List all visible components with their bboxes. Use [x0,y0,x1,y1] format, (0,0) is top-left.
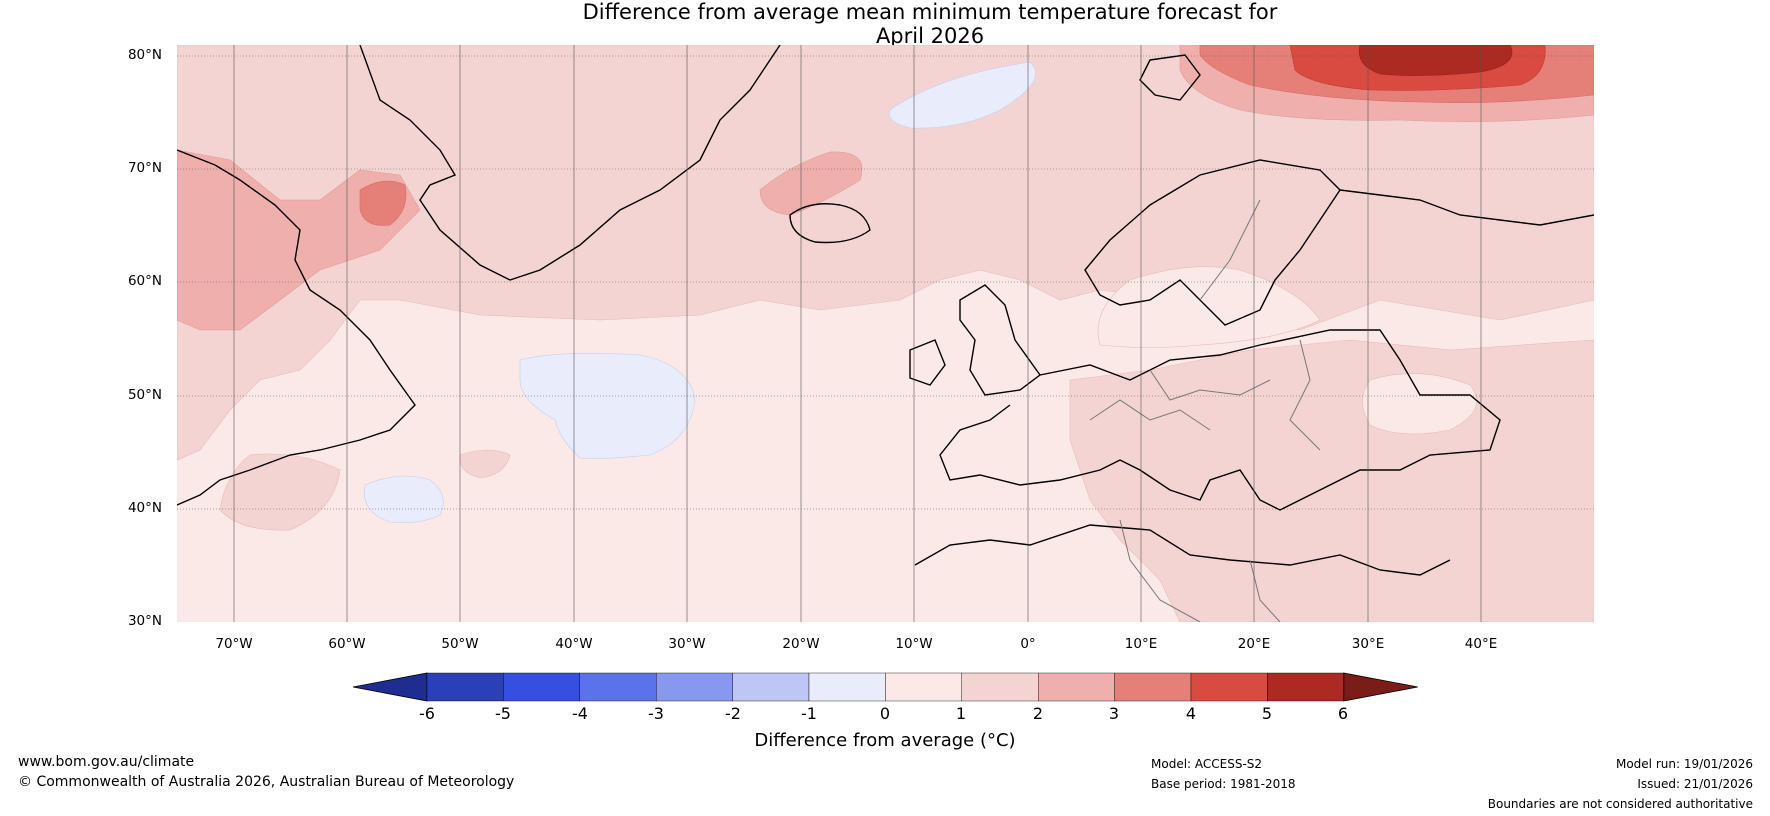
colorbar-tick: -5 [495,704,511,723]
lat-label-50n: 50°N [127,387,162,403]
colorbar-segment [732,672,810,702]
colorbar-tick: 0 [879,704,891,723]
colorbar-segment [503,672,580,702]
model-text: Model: ACCESS-S2 [1151,757,1263,771]
lon-label-30w: 30°W [668,636,706,652]
colorbar-tick: 5 [1261,704,1273,723]
lon-label-10w: 10°W [895,636,933,652]
iceland-warm-region [759,151,863,216]
lat-label-70n: 70°N [127,160,162,176]
west-atlantic-cool-region [363,475,444,523]
graticule [177,55,1594,510]
border-2 [1089,399,1211,431]
meridians [233,45,1482,622]
border-6 [1249,559,1281,622]
north-warm-region [177,45,1594,461]
lon-label-60w: 60°W [328,636,366,652]
mid-atlantic-warm-patch [459,449,511,479]
lon-label-50w: 50°W [441,636,479,652]
labrador-strong-warm-region [359,180,407,226]
scandinavia-coast [1084,159,1341,326]
anomaly-field [177,45,1594,622]
colorbar-segment [961,672,1039,702]
greenland-sea-cool-region [888,61,1036,129]
base-period-text: Base period: 1981-2018 [1151,777,1296,791]
lon-label-20w: 20°W [782,636,820,652]
lat-label-60n: 60°N [127,273,162,289]
atlantic-cool-region [519,353,696,459]
colorbar-tick: 2 [1032,704,1044,723]
lat-label-80n: 80°N [127,47,162,63]
canada-coast [177,149,416,506]
colorbar-extend-high [1343,672,1418,702]
british-isles-coast [909,284,1041,396]
colorbar-tick: 4 [1185,704,1197,723]
colorbar-segment [426,672,504,702]
greenland-coast [359,45,781,281]
colorbar-tick: -4 [572,704,588,723]
title-line-2: April 2026 [875,24,985,48]
lat-label-40n: 40°N [127,500,162,516]
colorbar-label: Difference from average (°C) [754,730,1016,751]
coastlines [177,45,1594,576]
colorbar-segment [579,672,657,702]
arctic-warm-region-4 [1358,45,1513,76]
lon-label-20e: 20°E [1237,636,1271,652]
lon-label-70w: 70°W [215,636,253,652]
north-africa-coast [914,524,1451,576]
colorbar-extend-low [352,672,428,702]
country-borders [1089,199,1321,622]
colorbar-tick: -6 [419,704,435,723]
issued-text: Issued: 21/01/2026 [1637,777,1753,791]
iceland-coast [789,203,871,244]
colorbar-tick: -1 [801,704,817,723]
border-4 [1289,339,1321,451]
lat-label-30n: 30°N [127,613,162,629]
title-line-1: Difference from average mean minimum tem… [582,0,1278,24]
model-run-text: Model run: 19/01/2026 [1615,757,1753,771]
border-5 [1119,519,1201,622]
colorbar-segment [885,672,963,702]
colorbar-tick: -2 [725,704,741,723]
lon-label-10e: 10°E [1124,636,1158,652]
lon-label-30e: 30°E [1351,636,1385,652]
black-sea-mild-region [1362,373,1477,435]
colorbar-tick: 6 [1337,704,1349,723]
lon-label-40e: 40°E [1464,636,1498,652]
lon-label-0: 0° [1020,636,1036,652]
map-title: Difference from average mean minimum tem… [0,0,1770,48]
colorbar-segment [1190,672,1268,702]
border-3 [1149,369,1271,401]
colorbar-segment [1267,672,1345,702]
nw-europe-mild-region [1097,266,1321,348]
colorbar-tick: 1 [955,704,967,723]
svalbard-coast [1139,54,1201,101]
colorbar-segment [1114,672,1192,702]
lon-label-40w: 40°W [555,636,593,652]
colorbar-segment [808,672,886,702]
europe-coast [939,329,1501,511]
copyright-text: © Commonwealth of Australia 2026, Austra… [18,774,515,790]
website-link[interactable]: www.bom.gov.au/climate [18,754,195,770]
colorbar-tick: -3 [648,704,664,723]
colorbar-tick: 3 [1108,704,1120,723]
border-1 [1199,199,1261,301]
colorbar-segment [1037,672,1115,702]
russia-arctic-coast [1339,189,1594,226]
disclaimer-text: Boundaries are not considered authoritat… [1487,797,1753,811]
south-atlantic-warm-patch [219,453,341,531]
colorbar-segment [656,672,733,702]
